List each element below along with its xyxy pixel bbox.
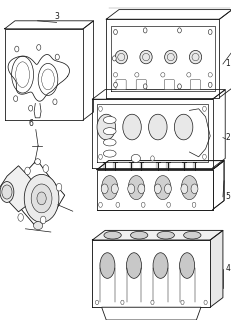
Polygon shape [92, 230, 223, 240]
Ellipse shape [184, 231, 201, 239]
Text: 4: 4 [225, 264, 230, 273]
Ellipse shape [135, 73, 139, 77]
Circle shape [114, 82, 117, 87]
Text: 6: 6 [29, 119, 34, 128]
Ellipse shape [131, 231, 148, 239]
Circle shape [178, 28, 181, 33]
Ellipse shape [153, 253, 168, 278]
Circle shape [154, 184, 161, 194]
Ellipse shape [155, 176, 171, 200]
Circle shape [116, 202, 120, 207]
Ellipse shape [103, 150, 116, 157]
Circle shape [53, 99, 57, 105]
Circle shape [141, 202, 145, 207]
Ellipse shape [161, 73, 165, 77]
Ellipse shape [33, 221, 43, 230]
Circle shape [56, 183, 62, 191]
Circle shape [99, 106, 102, 111]
Ellipse shape [157, 231, 174, 239]
Circle shape [167, 202, 170, 207]
Ellipse shape [103, 128, 116, 135]
Ellipse shape [181, 176, 198, 200]
FancyBboxPatch shape [116, 80, 126, 90]
Circle shape [15, 46, 19, 52]
Circle shape [101, 184, 108, 194]
Circle shape [174, 114, 193, 140]
Circle shape [208, 82, 212, 87]
Polygon shape [0, 166, 38, 212]
Ellipse shape [113, 73, 118, 77]
Circle shape [2, 185, 12, 199]
Ellipse shape [165, 51, 177, 64]
Ellipse shape [187, 73, 191, 77]
Polygon shape [10, 160, 65, 228]
Circle shape [164, 184, 171, 194]
Circle shape [97, 114, 116, 140]
Text: 5: 5 [225, 192, 230, 201]
Ellipse shape [189, 51, 202, 64]
Ellipse shape [128, 176, 144, 200]
Circle shape [29, 105, 33, 111]
Ellipse shape [12, 56, 33, 93]
Circle shape [37, 192, 46, 205]
Text: 2: 2 [225, 133, 230, 142]
Ellipse shape [140, 51, 152, 64]
Circle shape [192, 202, 196, 207]
Circle shape [55, 54, 59, 60]
Circle shape [25, 167, 30, 175]
Circle shape [99, 154, 102, 159]
Circle shape [37, 44, 41, 50]
Circle shape [191, 184, 198, 194]
Ellipse shape [100, 253, 115, 278]
Circle shape [181, 184, 188, 194]
Ellipse shape [103, 139, 116, 146]
Ellipse shape [38, 63, 58, 95]
Circle shape [151, 300, 154, 305]
Text: 3: 3 [54, 12, 59, 21]
Circle shape [111, 184, 118, 194]
Circle shape [18, 213, 23, 221]
FancyBboxPatch shape [190, 80, 201, 90]
Ellipse shape [127, 253, 141, 278]
Circle shape [121, 300, 124, 305]
Circle shape [14, 96, 18, 101]
Circle shape [143, 84, 147, 89]
Circle shape [99, 202, 102, 207]
Ellipse shape [103, 116, 116, 124]
Ellipse shape [208, 73, 212, 77]
Ellipse shape [180, 253, 195, 278]
Circle shape [178, 84, 181, 89]
Circle shape [114, 29, 117, 35]
Circle shape [181, 300, 184, 305]
Polygon shape [210, 230, 223, 307]
Circle shape [138, 184, 145, 194]
Circle shape [149, 114, 167, 140]
Polygon shape [92, 240, 210, 307]
Circle shape [123, 114, 141, 140]
Ellipse shape [131, 155, 140, 163]
Circle shape [112, 56, 116, 61]
Circle shape [24, 174, 59, 222]
Polygon shape [102, 307, 201, 320]
Circle shape [203, 154, 206, 159]
Ellipse shape [102, 176, 118, 200]
Circle shape [204, 300, 207, 305]
Ellipse shape [0, 181, 14, 203]
Ellipse shape [115, 51, 128, 64]
Circle shape [151, 156, 154, 161]
Circle shape [31, 184, 52, 213]
Circle shape [143, 28, 147, 33]
Circle shape [95, 300, 99, 305]
FancyBboxPatch shape [136, 80, 146, 90]
Text: 1: 1 [225, 60, 230, 68]
Polygon shape [97, 170, 213, 210]
FancyBboxPatch shape [164, 80, 174, 90]
Ellipse shape [104, 231, 121, 239]
Circle shape [43, 165, 49, 172]
Circle shape [40, 216, 46, 224]
Circle shape [128, 184, 135, 194]
Circle shape [208, 29, 212, 35]
Circle shape [203, 106, 206, 111]
Ellipse shape [35, 159, 41, 164]
